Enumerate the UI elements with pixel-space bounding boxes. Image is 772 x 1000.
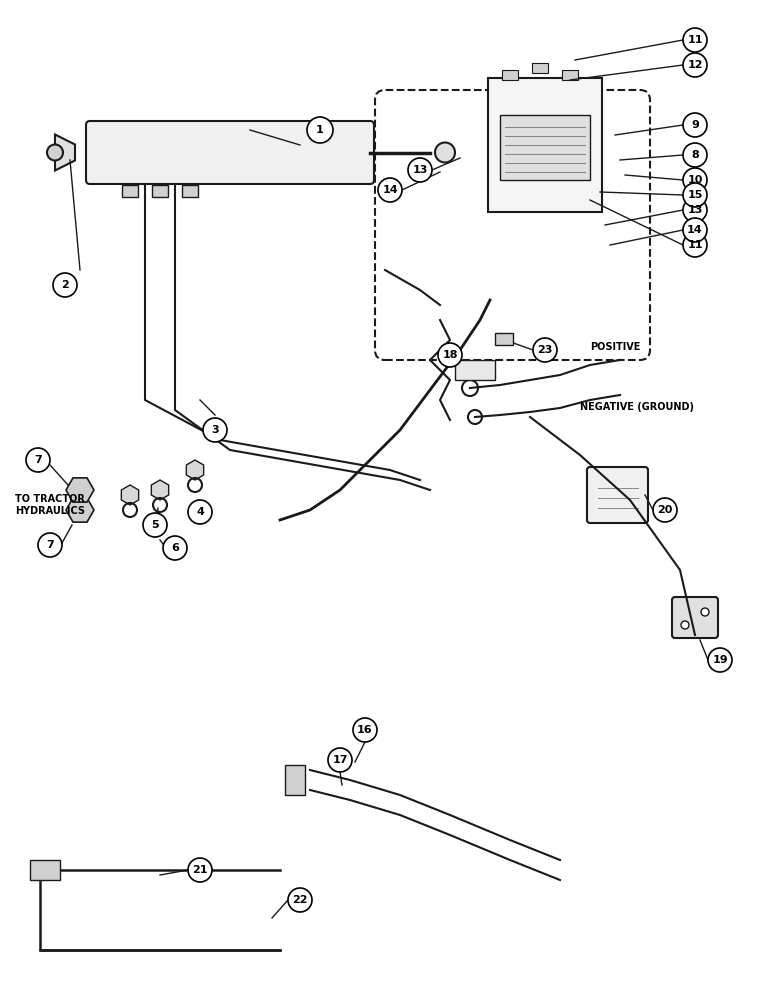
Polygon shape <box>121 485 139 505</box>
Circle shape <box>708 648 732 672</box>
Polygon shape <box>66 498 94 522</box>
Text: POSITIVE: POSITIVE <box>590 342 641 352</box>
Text: NEGATIVE (GROUND): NEGATIVE (GROUND) <box>580 402 694 412</box>
Circle shape <box>408 158 432 182</box>
Circle shape <box>435 142 455 162</box>
Text: 17: 17 <box>332 755 347 765</box>
Circle shape <box>188 500 212 524</box>
Text: 11: 11 <box>687 35 703 45</box>
Bar <box>502 70 518 80</box>
Text: 3: 3 <box>212 425 218 435</box>
Text: 13: 13 <box>687 205 703 215</box>
Text: 6: 6 <box>171 543 179 553</box>
Circle shape <box>683 198 707 222</box>
Circle shape <box>188 858 212 882</box>
Circle shape <box>438 343 462 367</box>
Bar <box>30 860 60 880</box>
Bar <box>500 115 590 180</box>
Text: TO TRACTOR
HYDRAULICS: TO TRACTOR HYDRAULICS <box>15 494 85 516</box>
Text: 11: 11 <box>687 240 703 250</box>
FancyBboxPatch shape <box>672 597 718 638</box>
FancyBboxPatch shape <box>86 121 374 184</box>
Text: 21: 21 <box>192 865 208 875</box>
Circle shape <box>683 28 707 52</box>
Bar <box>285 765 305 795</box>
Text: 14: 14 <box>382 185 398 195</box>
Text: 8: 8 <box>691 150 699 160</box>
Circle shape <box>378 178 402 202</box>
Circle shape <box>328 748 352 772</box>
Text: 22: 22 <box>293 895 308 905</box>
Text: 23: 23 <box>537 345 553 355</box>
Circle shape <box>353 718 377 742</box>
Bar <box>495 333 513 345</box>
Circle shape <box>683 53 707 77</box>
Text: 16: 16 <box>357 725 373 735</box>
Circle shape <box>683 218 707 242</box>
Circle shape <box>203 418 227 442</box>
Text: 13: 13 <box>412 165 428 175</box>
Circle shape <box>163 536 187 560</box>
Text: 2: 2 <box>61 280 69 290</box>
Bar <box>122 185 138 197</box>
Circle shape <box>701 608 709 616</box>
Bar <box>532 63 548 73</box>
Polygon shape <box>66 478 94 502</box>
Circle shape <box>38 533 62 557</box>
Text: 4: 4 <box>196 507 204 517</box>
Bar <box>152 185 168 197</box>
Text: 14: 14 <box>687 225 703 235</box>
Circle shape <box>307 117 333 143</box>
Text: 5: 5 <box>151 520 159 530</box>
Circle shape <box>653 498 677 522</box>
Text: 12: 12 <box>687 60 703 70</box>
Circle shape <box>683 113 707 137</box>
Bar <box>562 70 578 80</box>
Polygon shape <box>55 134 75 170</box>
Circle shape <box>683 168 707 192</box>
Circle shape <box>683 143 707 167</box>
Circle shape <box>143 513 167 537</box>
Circle shape <box>26 448 50 472</box>
Circle shape <box>683 183 707 207</box>
Polygon shape <box>186 460 204 480</box>
Text: 19: 19 <box>713 655 728 665</box>
FancyBboxPatch shape <box>488 78 602 212</box>
Polygon shape <box>151 480 168 500</box>
Circle shape <box>683 233 707 257</box>
Text: 20: 20 <box>657 505 672 515</box>
Text: 15: 15 <box>687 190 703 200</box>
Circle shape <box>47 144 63 160</box>
Text: 7: 7 <box>46 540 54 550</box>
Circle shape <box>681 621 689 629</box>
Circle shape <box>288 888 312 912</box>
Circle shape <box>53 273 77 297</box>
Text: 7: 7 <box>34 455 42 465</box>
Text: 9: 9 <box>691 120 699 130</box>
Circle shape <box>533 338 557 362</box>
Bar <box>455 360 495 380</box>
Text: 1: 1 <box>316 125 324 135</box>
Text: 18: 18 <box>442 350 458 360</box>
Text: 10: 10 <box>687 175 703 185</box>
FancyBboxPatch shape <box>587 467 648 523</box>
Bar <box>182 185 198 197</box>
